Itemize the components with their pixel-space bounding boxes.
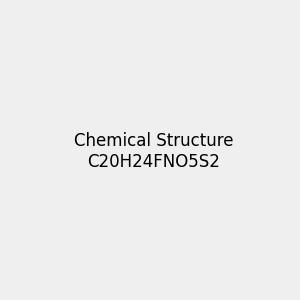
Text: Chemical Structure
C20H24FNO5S2: Chemical Structure C20H24FNO5S2	[74, 132, 233, 171]
